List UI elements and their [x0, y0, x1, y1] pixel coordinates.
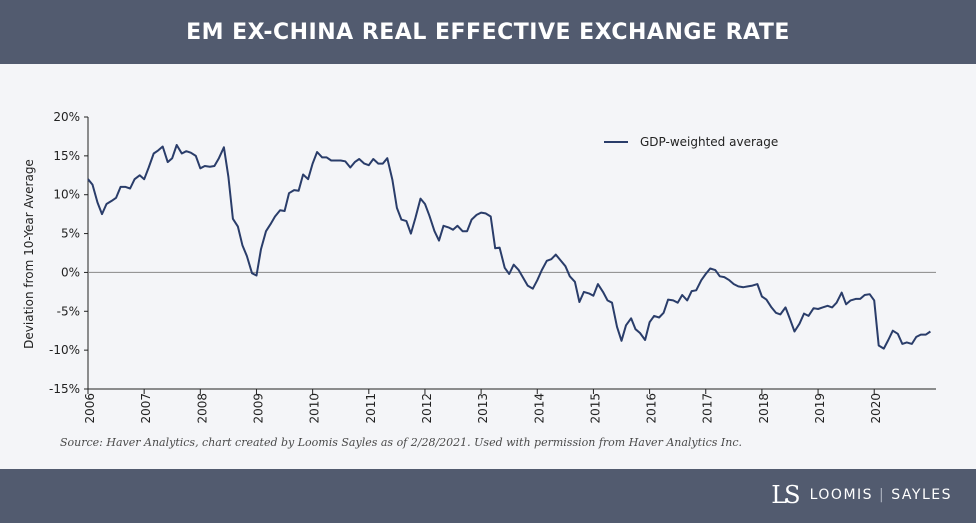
y-tick-label: 0% — [61, 265, 80, 279]
brand-name-right: SAYLES — [891, 487, 952, 503]
y-axis-label: Deviation from 10-Year Average — [22, 159, 36, 349]
x-tick-label: 2006 — [83, 393, 97, 424]
x-tick-label: 2017 — [701, 393, 715, 424]
x-tick-label: 2010 — [308, 393, 322, 424]
y-tick-label: 20% — [53, 110, 80, 124]
x-tick-label: 2008 — [195, 393, 209, 424]
brand-name-left: LOOMIS — [809, 487, 874, 503]
x-tick-label: 2014 — [532, 393, 546, 424]
x-tick-label: 2018 — [757, 393, 771, 424]
brand: LS LOOMIS | SAYLES — [771, 481, 952, 509]
legend: GDP-weighted average — [604, 135, 778, 149]
legend-label: GDP-weighted average — [640, 135, 778, 149]
y-tick-label: 10% — [53, 188, 80, 202]
x-tick-label: 2007 — [139, 393, 153, 424]
brand-logo: LS — [771, 481, 800, 509]
x-tick-label: 2019 — [813, 393, 827, 424]
chart: 20% 15% 10% 5% 0% -5% -10% -15%2006 2007 2008 2009… — [22, 110, 936, 424]
title-banner: EM EX-CHINA REAL EFFECTIVE EXCHANGE RATE — [0, 0, 976, 64]
axes-layer: 20% 15% 10% 5% 0% -5% -10% -15%2006 2007 2008 2009… — [49, 110, 936, 424]
x-tick-label: 2009 — [251, 393, 265, 424]
source-note: Source: Haver Analytics, chart created b… — [60, 436, 742, 449]
series-line — [87, 144, 931, 350]
x-tick-label: 2012 — [420, 393, 434, 424]
footer-bar: LS LOOMIS | SAYLES — [0, 469, 976, 523]
series-layer — [87, 144, 931, 350]
x-tick-label: 2011 — [364, 393, 378, 424]
y-tick-label: -15% — [49, 382, 80, 396]
brand-name: LOOMIS | SAYLES — [809, 487, 952, 503]
x-tick-label: 2020 — [869, 393, 883, 424]
y-tick-label: 15% — [53, 149, 80, 163]
x-tick-label: 2016 — [645, 393, 659, 424]
y-tick-label: 5% — [61, 227, 80, 241]
y-tick-label: -5% — [57, 304, 80, 318]
x-tick-label: 2015 — [588, 393, 602, 424]
chart-title: EM EX-CHINA REAL EFFECTIVE EXCHANGE RATE — [186, 19, 790, 45]
y-tick-label: -10% — [49, 343, 80, 357]
x-tick-label: 2013 — [476, 393, 490, 424]
